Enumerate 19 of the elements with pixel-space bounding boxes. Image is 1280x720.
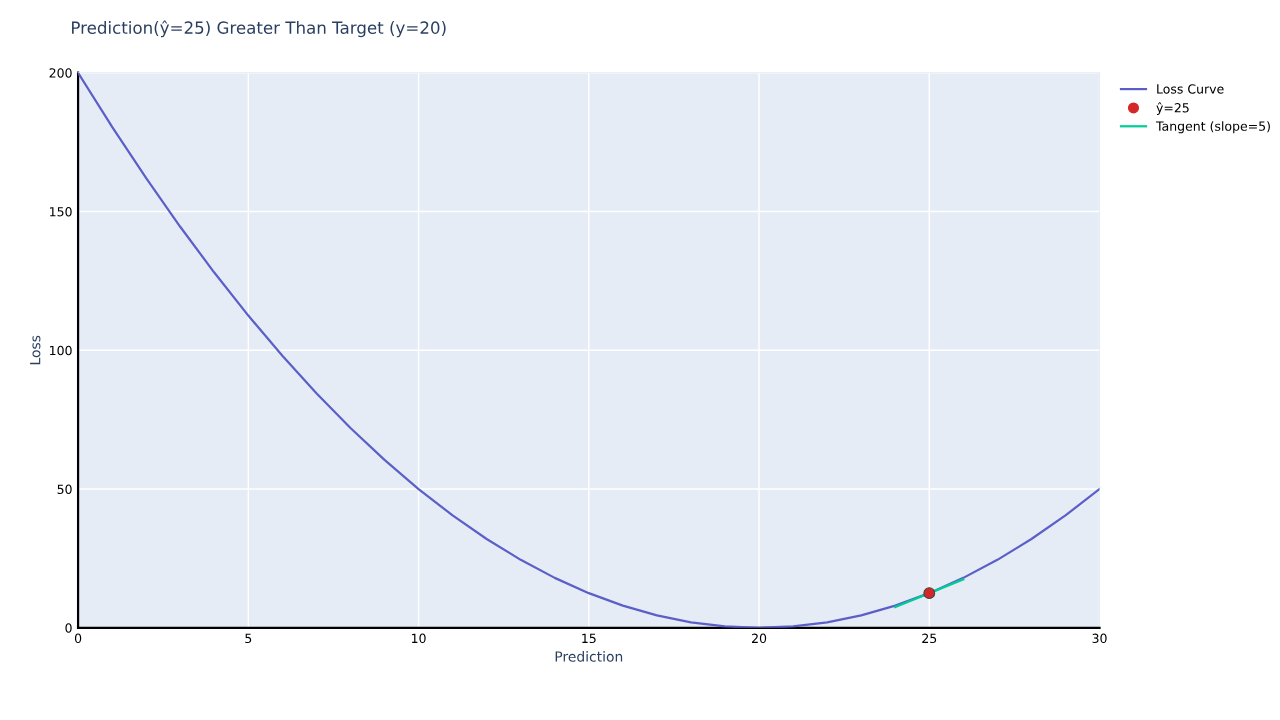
x-tick-label: 15 xyxy=(582,633,596,644)
y-tick-label: 50 xyxy=(57,484,72,494)
line-series xyxy=(78,72,1100,628)
x-tick-label: 25 xyxy=(922,633,937,644)
x-tick-label: 20 xyxy=(752,633,767,644)
x-tick-label: 0 xyxy=(74,633,82,644)
y-tick-label: 200 xyxy=(49,68,72,78)
chart-title: Prediction(ŷ=25) Greater Than Target (y=20) xyxy=(72,20,446,38)
y-tick-label: 0 xyxy=(65,623,72,633)
legend-label: Tangent (slope=5) xyxy=(1155,121,1270,134)
x-tick-label: 30 xyxy=(1092,633,1107,644)
legend-label: ŷ=25 xyxy=(1156,102,1189,115)
x-tick-label: 10 xyxy=(411,633,426,644)
x-axis-title: Prediction xyxy=(555,651,623,662)
y-tick-label: 150 xyxy=(50,206,72,217)
y-axis-title: Loss xyxy=(30,335,41,365)
legend-label: Loss Curve xyxy=(1157,84,1224,94)
y-tick-label: 100 xyxy=(50,345,72,356)
x-tick-label: 5 xyxy=(245,633,252,644)
